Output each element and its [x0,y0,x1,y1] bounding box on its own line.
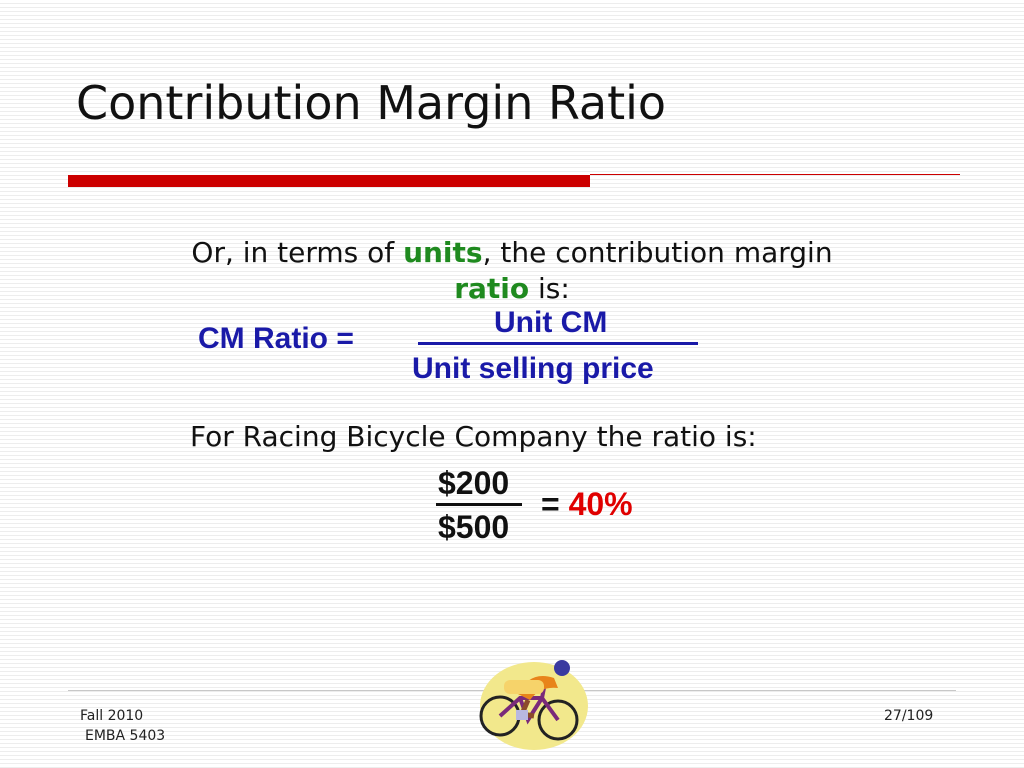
intro-text-3: is: [529,272,570,305]
intro-text-2: , the contribution margin [482,236,833,269]
example-result: 40% [568,486,633,522]
example-equals: = [541,486,569,522]
footer-term: Fall 2010 [80,708,144,724]
formula-label: CM Ratio = [198,322,354,355]
example-result-group: = 40% [541,486,633,523]
title-accent-line [590,174,960,175]
example-denominator: $500 [438,509,510,545]
formula-numerator: Unit CM [494,306,608,339]
formula-denominator: Unit selling price [412,352,654,385]
keyword-ratio: ratio [454,272,530,305]
intro-line-1: Or, in terms of units, the contribution … [60,236,964,269]
keyword-units: units [403,236,483,269]
intro-text-1: Or, in terms of [191,236,404,269]
footer-page-number: 27/109 [884,708,934,724]
footer-course: EMBA 5403 [85,728,166,744]
intro-line-2: ratio is: [60,272,964,305]
example-numerator: $200 [438,465,510,501]
cyclist-clipart-icon [479,660,588,750]
title-accent-bar [68,175,590,187]
formula-fraction-line [418,342,698,345]
company-line: For Racing Bicycle Company the ratio is: [190,420,757,453]
example-fraction-line [436,503,522,506]
slide-title: Contribution Margin Ratio [76,76,667,130]
